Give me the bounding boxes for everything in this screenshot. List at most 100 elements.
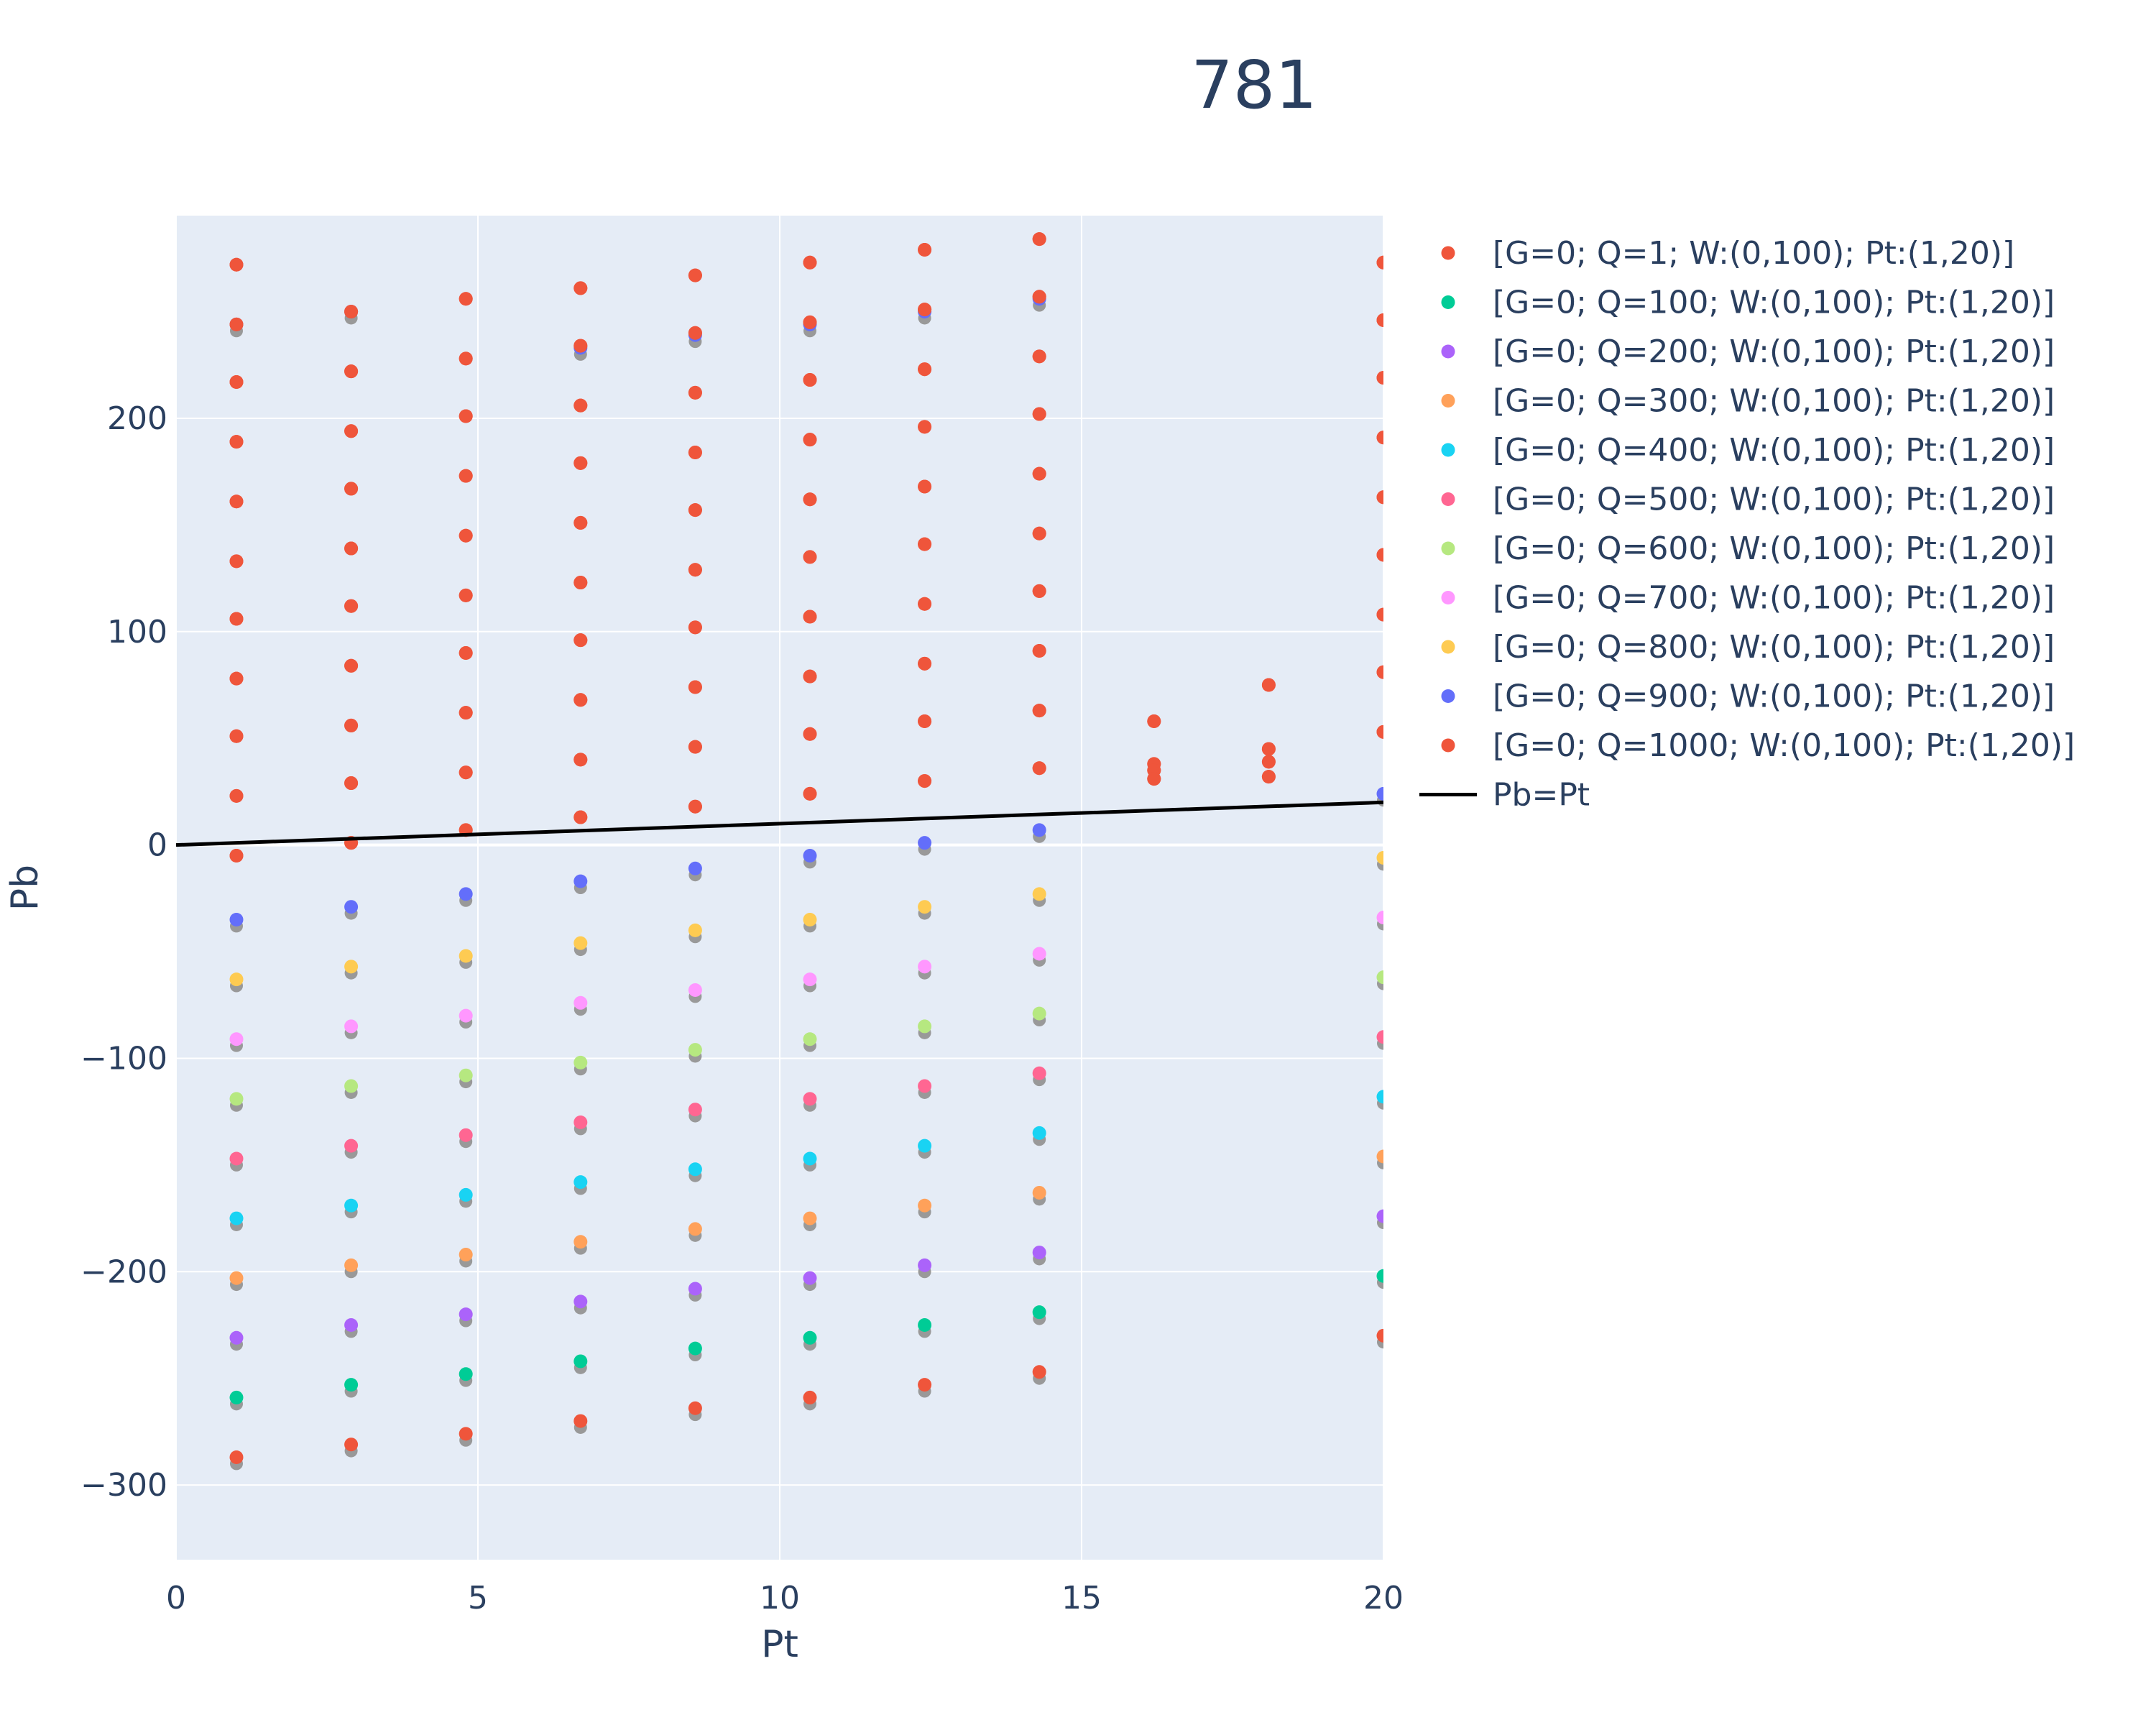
data-point-series-10[interactable]: [229, 1450, 244, 1465]
data-point-series-0[interactable]: [344, 776, 359, 791]
legend-item[interactable]: [G=0; Q=700; W:(0,100); Pt:(1,20)]: [1441, 580, 2055, 617]
data-point-series-0[interactable]: [229, 257, 244, 272]
data-point-series-0[interactable]: [803, 492, 817, 507]
data-point-series-8[interactable]: [1376, 850, 1391, 865]
data-point-series-10[interactable]: [1032, 1365, 1046, 1379]
data-point-series-9[interactable]: [1376, 786, 1391, 801]
data-point-series-0[interactable]: [1376, 255, 1391, 270]
legend-item[interactable]: [G=0; Q=800; W:(0,100); Pt:(1,20)]: [1441, 629, 2055, 666]
data-point-series-0[interactable]: [803, 433, 817, 447]
data-point-series-2[interactable]: [918, 1258, 932, 1272]
data-point-series-0[interactable]: [688, 620, 702, 635]
data-point-series-0[interactable]: [229, 375, 244, 390]
data-point-series-4[interactable]: [1376, 1090, 1391, 1104]
data-point-series-0[interactable]: [573, 281, 588, 295]
data-point-series-8[interactable]: [803, 913, 817, 927]
data-point-series-0[interactable]: [688, 268, 702, 282]
data-point-series-0[interactable]: [803, 315, 817, 329]
data-point-series-6[interactable]: [229, 1092, 244, 1106]
data-point-series-7[interactable]: [1376, 911, 1391, 925]
data-point-series-10[interactable]: [573, 1414, 588, 1428]
data-point-series-0[interactable]: [1376, 724, 1391, 739]
data-point-series-0[interactable]: [459, 528, 473, 543]
data-point-series-0[interactable]: [459, 409, 473, 423]
data-point-series-0[interactable]: [344, 658, 359, 673]
data-point-series-0[interactable]: [918, 537, 932, 551]
data-point-series-0[interactable]: [573, 753, 588, 767]
data-point-series-0[interactable]: [573, 576, 588, 590]
data-point-series-0[interactable]: [229, 435, 244, 449]
legend-item[interactable]: [G=0; Q=200; W:(0,100); Pt:(1,20)]: [1441, 334, 2055, 370]
data-point-series-3[interactable]: [459, 1248, 473, 1262]
data-point-series-0[interactable]: [1376, 490, 1391, 505]
data-point-series-7[interactable]: [229, 1032, 244, 1046]
data-point-series-10[interactable]: [1376, 1328, 1391, 1343]
data-point-series-8[interactable]: [573, 936, 588, 950]
data-point-series-0[interactable]: [1032, 761, 1046, 776]
data-point-series-0[interactable]: [803, 669, 817, 684]
data-point-series-3[interactable]: [573, 1235, 588, 1249]
data-point-series-0[interactable]: [688, 445, 702, 459]
data-point-series-0[interactable]: [1147, 714, 1161, 728]
data-point-series-6[interactable]: [459, 1068, 473, 1082]
data-point-series-10[interactable]: [688, 1401, 702, 1415]
data-point-series-0[interactable]: [918, 362, 932, 377]
data-point-series-6[interactable]: [1032, 1006, 1046, 1021]
data-point-series-4[interactable]: [344, 1198, 359, 1213]
data-point-series-5[interactable]: [459, 1128, 473, 1142]
data-point-series-9[interactable]: [344, 900, 359, 914]
data-point-series-0[interactable]: [803, 727, 817, 741]
data-point-series-0[interactable]: [918, 597, 932, 611]
data-point-series-3[interactable]: [229, 1271, 244, 1285]
data-point-series-0[interactable]: [803, 786, 817, 801]
legend-item[interactable]: [G=0; Q=100; W:(0,100); Pt:(1,20)]: [1441, 285, 2055, 321]
data-point-series-6[interactable]: [1376, 970, 1391, 985]
data-point-series-0[interactable]: [573, 810, 588, 824]
data-point-series-0[interactable]: [1032, 407, 1046, 421]
data-point-series-0[interactable]: [1376, 665, 1391, 679]
data-point-series-0[interactable]: [1147, 772, 1161, 786]
data-point-series-0[interactable]: [573, 633, 588, 648]
data-point-series-7[interactable]: [1032, 947, 1046, 961]
data-point-series-0[interactable]: [803, 550, 817, 564]
data-point-series-1[interactable]: [229, 1390, 244, 1404]
data-point-series-0[interactable]: [344, 424, 359, 438]
data-point-series-0[interactable]: [1261, 770, 1276, 784]
data-point-series-3[interactable]: [803, 1211, 817, 1225]
data-point-series-9[interactable]: [918, 836, 932, 850]
data-point-series-0[interactable]: [459, 706, 473, 720]
data-point-series-0[interactable]: [688, 503, 702, 518]
data-point-series-4[interactable]: [459, 1187, 473, 1202]
data-point-series-7[interactable]: [918, 960, 932, 974]
data-point-series-3[interactable]: [688, 1222, 702, 1236]
data-point-series-0[interactable]: [688, 563, 702, 577]
data-point-series-0[interactable]: [1032, 704, 1046, 718]
data-point-series-0[interactable]: [918, 420, 932, 434]
data-point-series-0[interactable]: [1032, 232, 1046, 247]
data-point-series-9[interactable]: [1032, 823, 1046, 837]
data-point-series-1[interactable]: [573, 1354, 588, 1368]
data-point-series-0[interactable]: [1376, 313, 1391, 327]
data-point-series-0[interactable]: [459, 588, 473, 602]
data-point-series-4[interactable]: [803, 1151, 817, 1166]
data-point-series-1[interactable]: [459, 1367, 473, 1381]
legend-item[interactable]: [G=0; Q=600; W:(0,100); Pt:(1,20)]: [1441, 530, 2055, 567]
data-point-series-0[interactable]: [688, 799, 702, 814]
data-point-series-6[interactable]: [344, 1079, 359, 1093]
legend-item[interactable]: Pb=Pt: [1419, 777, 1590, 814]
data-point-series-1[interactable]: [344, 1378, 359, 1392]
data-point-series-0[interactable]: [1032, 526, 1046, 540]
data-point-series-5[interactable]: [229, 1151, 244, 1166]
data-point-series-0[interactable]: [688, 385, 702, 400]
data-point-series-2[interactable]: [573, 1294, 588, 1309]
data-point-series-0[interactable]: [229, 729, 244, 743]
legend-item[interactable]: [G=0; Q=900; W:(0,100); Pt:(1,20)]: [1441, 678, 2055, 715]
data-point-series-0[interactable]: [573, 515, 588, 530]
data-point-series-0[interactable]: [688, 680, 702, 694]
data-point-series-0[interactable]: [344, 364, 359, 379]
data-point-series-5[interactable]: [344, 1138, 359, 1153]
data-point-series-2[interactable]: [803, 1271, 817, 1285]
data-point-series-5[interactable]: [803, 1092, 817, 1106]
data-point-series-0[interactable]: [1032, 584, 1046, 598]
data-point-series-0[interactable]: [573, 339, 588, 353]
